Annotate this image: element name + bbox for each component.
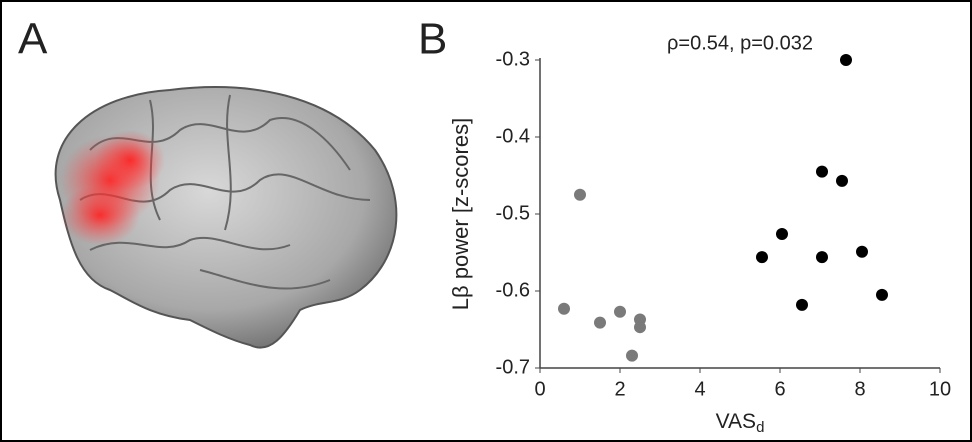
y-tick-label: -0.7 [496,356,530,378]
point [816,251,828,264]
x-tick-label: 8 [854,378,865,400]
point [614,305,626,318]
point [558,302,570,315]
x-axis-label-subscript: d [756,419,764,436]
x-tick-label: 10 [929,378,951,400]
annotation: ρ=0.54, p=0.032 [667,32,813,54]
x-tick-label: 4 [694,378,705,400]
point [634,321,646,334]
point [776,228,788,241]
brain-image [54,86,398,349]
point [626,349,638,362]
point [840,54,852,66]
x-axis-label: VASd [716,410,765,436]
point [836,174,848,187]
y-tick-label: -0.3 [496,48,530,70]
point [594,316,606,329]
panel-label: B [418,15,447,64]
point [856,245,868,258]
y-axis-label: Lβ power [z-scores] [448,118,473,310]
x-tick-label: 2 [614,378,625,400]
y-tick-label: -0.6 [496,279,530,301]
y-tick-label: -0.5 [496,202,530,224]
point [876,288,888,301]
point [816,165,828,178]
point [796,298,808,311]
panel-label: A [18,15,48,64]
point [756,251,768,264]
x-axis-label-main: VAS [716,410,756,433]
x-tick-label: 6 [774,378,785,400]
point [574,188,586,201]
y-tick-label: -0.4 [496,125,530,147]
x-tick-label: 0 [534,378,545,400]
